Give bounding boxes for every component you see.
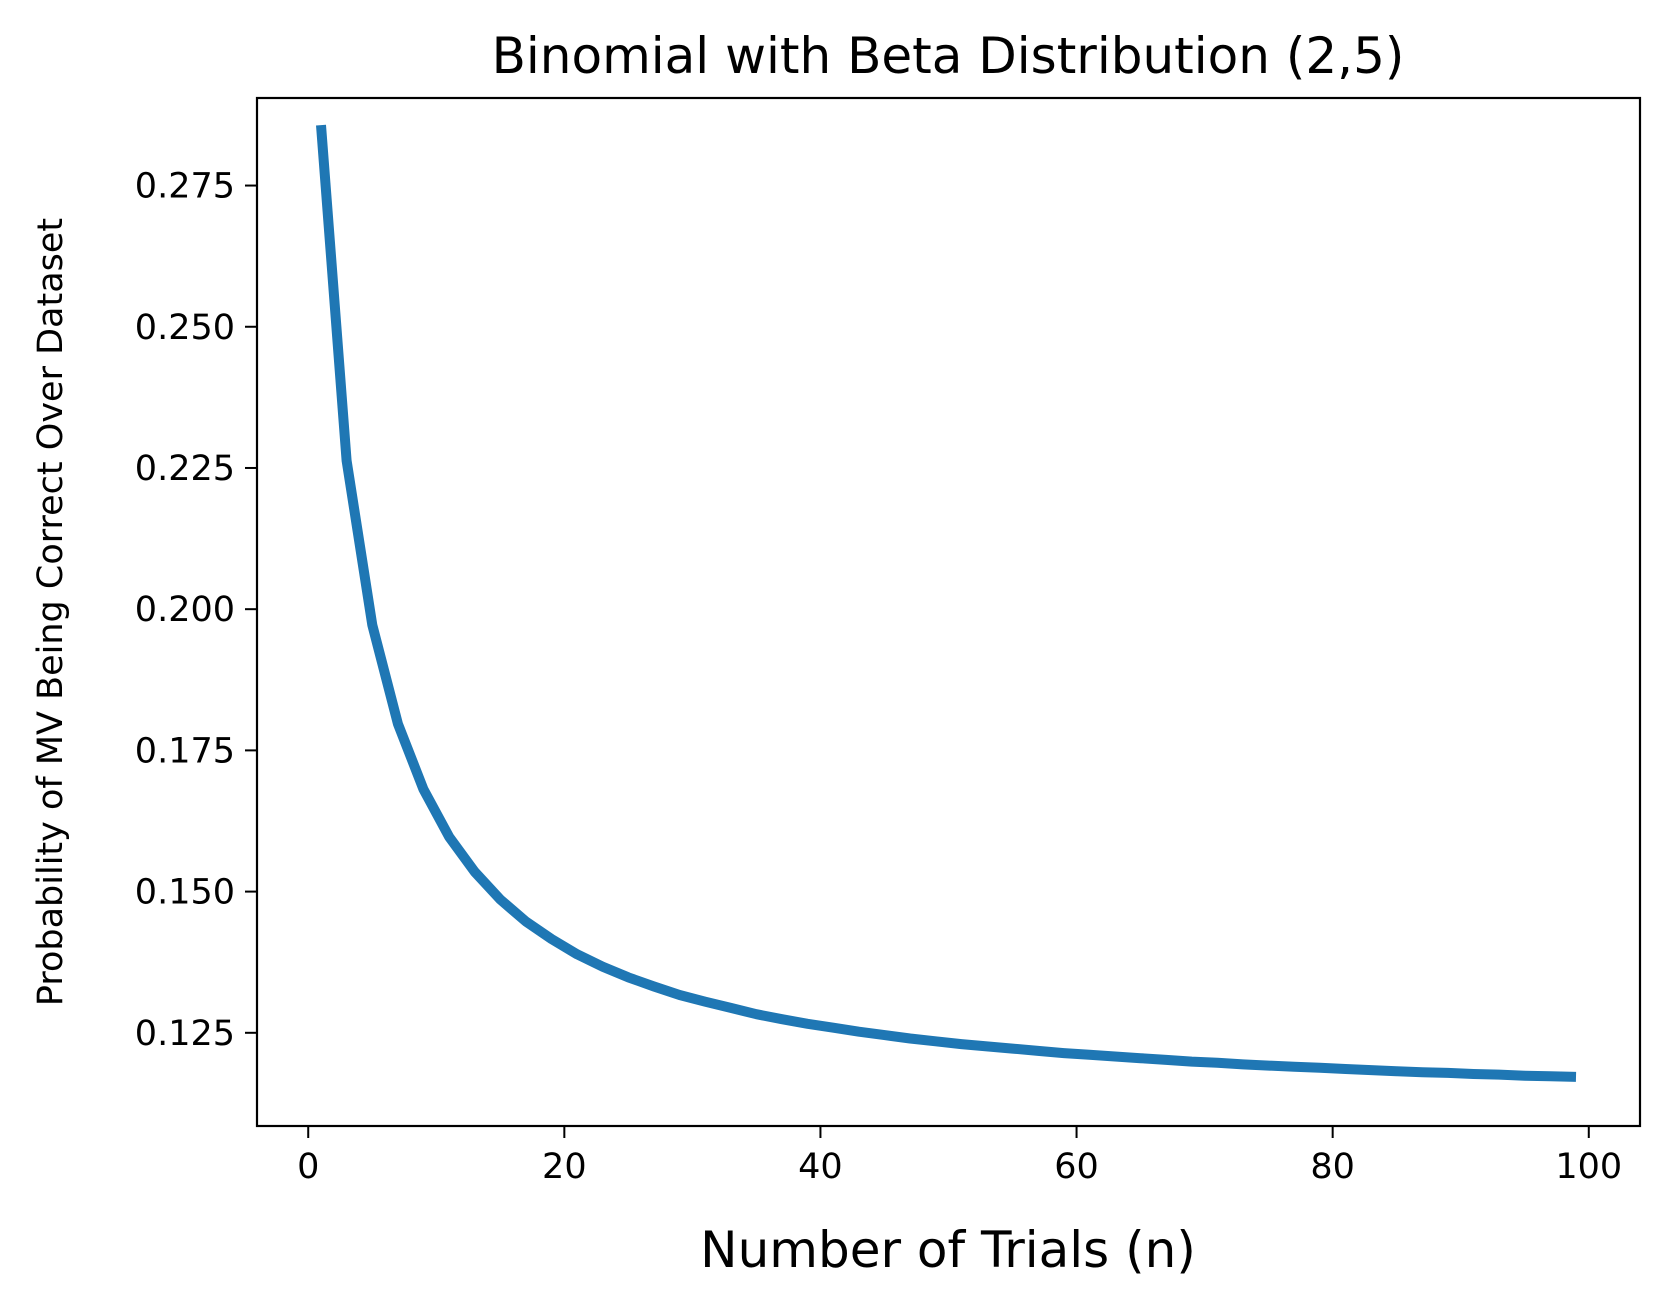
x-tick-label: 40 [798, 1147, 843, 1187]
y-tick-label: 0.200 [135, 590, 235, 630]
y-tick-label: 0.150 [135, 873, 235, 913]
x-tick-label: 20 [542, 1147, 587, 1187]
series-line [316, 124, 1577, 1082]
x-tick-label: 100 [1555, 1147, 1622, 1187]
x-tick-label: 80 [1310, 1147, 1355, 1187]
x-axis-label: Number of Trials (n) [700, 1221, 1196, 1279]
x-tick-label: 60 [1054, 1147, 1099, 1187]
x-axis-ticks: 0 20 40 60 80 100 [297, 1126, 1622, 1187]
y-axis-label: Probability of MV Being Correct Over Dat… [31, 218, 71, 1006]
y-tick-label: 0.175 [135, 731, 235, 771]
y-tick-label: 0.125 [135, 1014, 235, 1054]
y-axis-ticks: 0.125 0.150 0.175 0.200 0.225 0.250 0.275 [135, 167, 257, 1054]
x-tick-label: 0 [297, 1147, 319, 1187]
chart-title: Binomial with Beta Distribution (2,5) [492, 27, 1405, 85]
y-tick-label: 0.225 [135, 449, 235, 489]
y-tick-label: 0.250 [135, 308, 235, 348]
plot-frame [255, 96, 1642, 1128]
series-layer [316, 124, 1577, 1082]
y-tick-label: 0.275 [135, 167, 235, 207]
